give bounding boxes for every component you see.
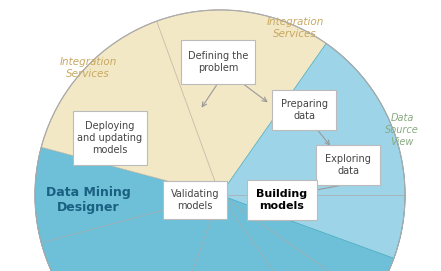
Text: Integration
Services: Integration Services bbox=[266, 17, 324, 39]
Wedge shape bbox=[41, 21, 220, 195]
FancyBboxPatch shape bbox=[247, 180, 317, 220]
Wedge shape bbox=[35, 147, 405, 271]
FancyBboxPatch shape bbox=[272, 90, 336, 130]
Text: Data Mining
Designer: Data Mining Designer bbox=[45, 186, 131, 214]
Text: Defining the
problem: Defining the problem bbox=[188, 51, 248, 73]
Text: Exploring
data: Exploring data bbox=[325, 154, 371, 176]
Wedge shape bbox=[220, 89, 405, 195]
Text: Data
Source
View: Data Source View bbox=[385, 113, 419, 147]
FancyBboxPatch shape bbox=[73, 111, 147, 165]
Text: Preparing
data: Preparing data bbox=[280, 99, 328, 121]
Wedge shape bbox=[157, 10, 372, 195]
Text: Integration
Services: Integration Services bbox=[59, 57, 117, 79]
Text: Validating
models: Validating models bbox=[171, 189, 219, 211]
FancyBboxPatch shape bbox=[316, 145, 380, 185]
FancyBboxPatch shape bbox=[163, 181, 227, 219]
Text: Deploying
and updating
models: Deploying and updating models bbox=[78, 121, 142, 154]
Circle shape bbox=[35, 10, 405, 271]
FancyBboxPatch shape bbox=[181, 40, 255, 84]
Wedge shape bbox=[220, 43, 405, 258]
Text: Building
models: Building models bbox=[256, 189, 307, 211]
